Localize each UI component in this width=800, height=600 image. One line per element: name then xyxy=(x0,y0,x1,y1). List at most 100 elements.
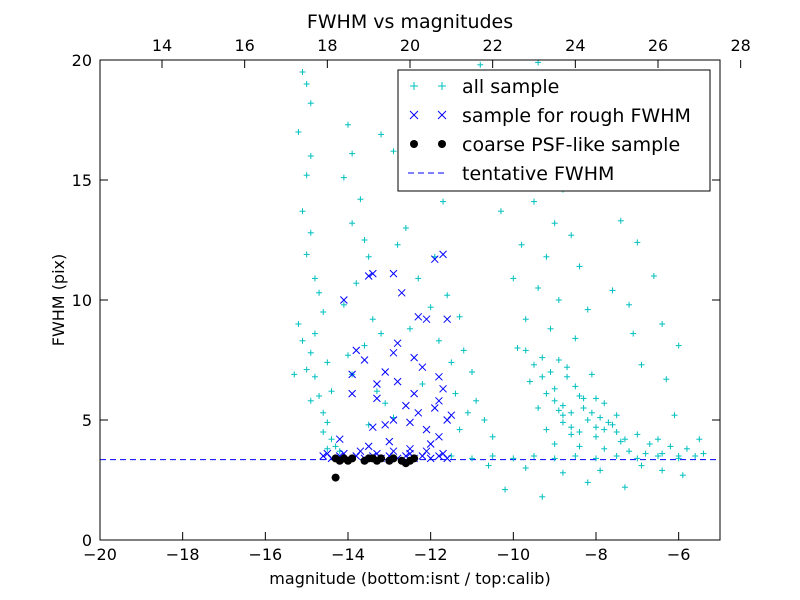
all-sample-point xyxy=(605,419,612,426)
all-sample-point xyxy=(531,198,537,205)
all-sample-point xyxy=(340,174,347,181)
all-sample-point xyxy=(621,484,628,491)
all-sample-point xyxy=(593,395,599,402)
rough-fwhm-point xyxy=(393,377,402,386)
rough-fwhm-point xyxy=(439,384,447,393)
all-sample-point xyxy=(551,455,558,462)
top-tick-label: 18 xyxy=(317,36,337,55)
all-sample-point xyxy=(659,467,666,474)
rough-fwhm-point xyxy=(443,315,452,324)
all-sample-point xyxy=(663,376,670,383)
x-axis-label: magnitude (bottom:isnt / top:calib) xyxy=(269,569,550,588)
all-sample-point xyxy=(531,361,537,368)
all-sample-point xyxy=(485,462,492,469)
all-sample-point xyxy=(584,479,591,486)
all-sample-point xyxy=(593,424,599,431)
rough-fwhm-point xyxy=(389,416,398,424)
all-sample-point xyxy=(580,395,587,402)
all-sample-point xyxy=(638,462,645,469)
all-sample-point xyxy=(353,280,360,287)
rough-fwhm-point xyxy=(422,425,431,434)
all-sample-point xyxy=(522,347,529,354)
all-sample-point xyxy=(497,208,504,215)
x-tick-label: −10 xyxy=(496,545,530,564)
legend-label: sample for rough FWHM xyxy=(462,105,691,127)
all-sample-point xyxy=(634,455,641,462)
rough-fwhm-point xyxy=(323,449,332,458)
all-sample-point xyxy=(601,426,608,433)
all-sample-point xyxy=(576,429,583,435)
all-sample-point xyxy=(559,419,566,426)
all-sample-point xyxy=(613,429,620,435)
all-sample-point xyxy=(311,330,318,337)
all-sample-point xyxy=(345,352,351,359)
x-tick-label: −16 xyxy=(248,545,282,564)
rough-fwhm-point xyxy=(368,423,377,432)
rough-fwhm-point xyxy=(406,444,414,453)
all-sample-point xyxy=(464,409,471,416)
all-sample-point xyxy=(402,225,409,231)
all-sample-point xyxy=(448,359,455,366)
rough-fwhm-point xyxy=(430,255,439,264)
legend: all sample sample for rough FWHM coarse PS… xyxy=(397,69,711,192)
all-sample-point xyxy=(295,321,302,327)
all-sample-point xyxy=(568,409,575,416)
all-sample-point xyxy=(555,297,562,303)
legend-dot-marker xyxy=(410,140,418,148)
all-sample-point xyxy=(547,369,554,375)
y-tick-label: 0 xyxy=(82,531,92,550)
all-sample-point xyxy=(601,445,608,452)
all-sample-point xyxy=(539,493,546,500)
rough-fwhm-point xyxy=(373,380,381,388)
all-sample-point xyxy=(427,304,434,311)
rough-fwhm-point xyxy=(406,418,414,427)
all-sample-point xyxy=(320,409,327,416)
all-sample-point xyxy=(522,465,529,471)
all-sample-point xyxy=(452,390,459,397)
rough-fwhm-point xyxy=(410,353,418,362)
all-sample-point xyxy=(303,81,310,87)
all-sample-point xyxy=(626,448,633,455)
all-sample-point xyxy=(469,369,475,375)
all-sample-point xyxy=(444,292,451,299)
all-sample-point xyxy=(489,433,496,440)
rough-fwhm-point xyxy=(368,269,377,278)
plot-area xyxy=(100,59,720,500)
rough-fwhm-point xyxy=(340,296,348,304)
all-sample-point xyxy=(580,405,587,411)
all-sample-point xyxy=(320,309,327,315)
all-sample-point xyxy=(559,402,566,409)
y-tick-label: 5 xyxy=(82,411,92,430)
all-sample-point xyxy=(378,330,385,337)
rough-fwhm-point xyxy=(319,452,328,460)
all-sample-point xyxy=(630,330,637,337)
all-sample-point xyxy=(572,453,579,459)
top-tick-label: 22 xyxy=(482,36,502,55)
legend-entry: sample for rough FWHM xyxy=(409,105,691,127)
all-sample-point xyxy=(390,148,397,155)
all-sample-point xyxy=(634,431,641,438)
rough-fwhm-point xyxy=(381,420,390,429)
all-sample-point xyxy=(617,217,624,224)
all-sample-point xyxy=(568,232,575,239)
all-sample-point xyxy=(299,208,306,215)
y-axis-label: FWHM (pix) xyxy=(49,254,68,347)
rough-fwhm-point xyxy=(418,363,427,372)
all-sample-point xyxy=(576,263,583,270)
y-tick-label: 10 xyxy=(72,291,92,310)
legend-label: coarse PSF-like sample xyxy=(462,134,680,156)
all-sample-point xyxy=(543,390,550,397)
all-sample-point xyxy=(626,301,633,308)
all-sample-point xyxy=(307,153,314,159)
all-sample-point xyxy=(559,412,566,419)
psf-sample-point xyxy=(348,454,357,463)
all-sample-point xyxy=(316,289,323,296)
all-sample-point xyxy=(307,100,314,107)
rough-fwhm-point xyxy=(352,346,361,355)
all-sample-point xyxy=(547,325,554,332)
rough-fwhm-point xyxy=(439,449,447,458)
top-tick-label: 28 xyxy=(730,36,750,55)
all-sample-point xyxy=(407,325,413,332)
x-tick-label: −8 xyxy=(584,545,608,564)
